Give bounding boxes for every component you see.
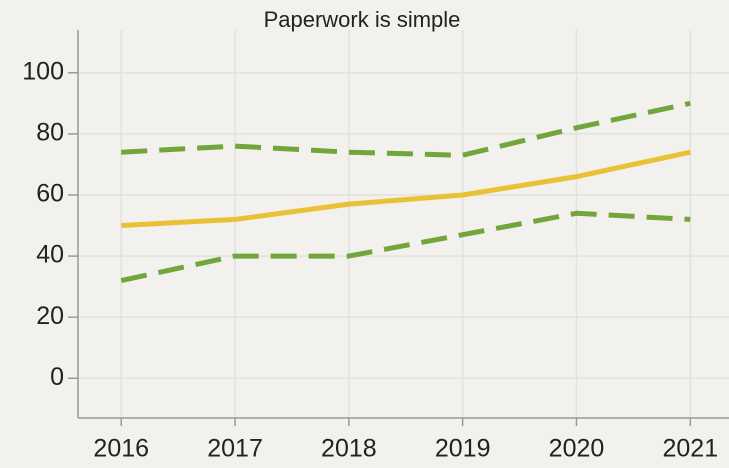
y-tick-label: 40 xyxy=(36,241,64,269)
x-tick-label: 2016 xyxy=(93,435,149,463)
series-line xyxy=(121,149,691,229)
x-tick-label: 2020 xyxy=(549,435,605,463)
series-line xyxy=(121,100,691,158)
chart-title: Paperwork is simple xyxy=(264,7,461,32)
x-tick-label: 2019 xyxy=(435,435,491,463)
x-tick-label: 2018 xyxy=(321,435,377,463)
y-tick-label: 0 xyxy=(50,363,64,391)
x-tick-label: 2017 xyxy=(207,435,263,463)
x-tick-label: 2021 xyxy=(662,435,718,463)
y-tick-label: 80 xyxy=(36,118,64,146)
y-tick-label: 60 xyxy=(36,180,64,208)
y-tick-label: 20 xyxy=(36,302,64,330)
series-line xyxy=(120,210,691,283)
y-tick-label: 100 xyxy=(22,57,64,85)
